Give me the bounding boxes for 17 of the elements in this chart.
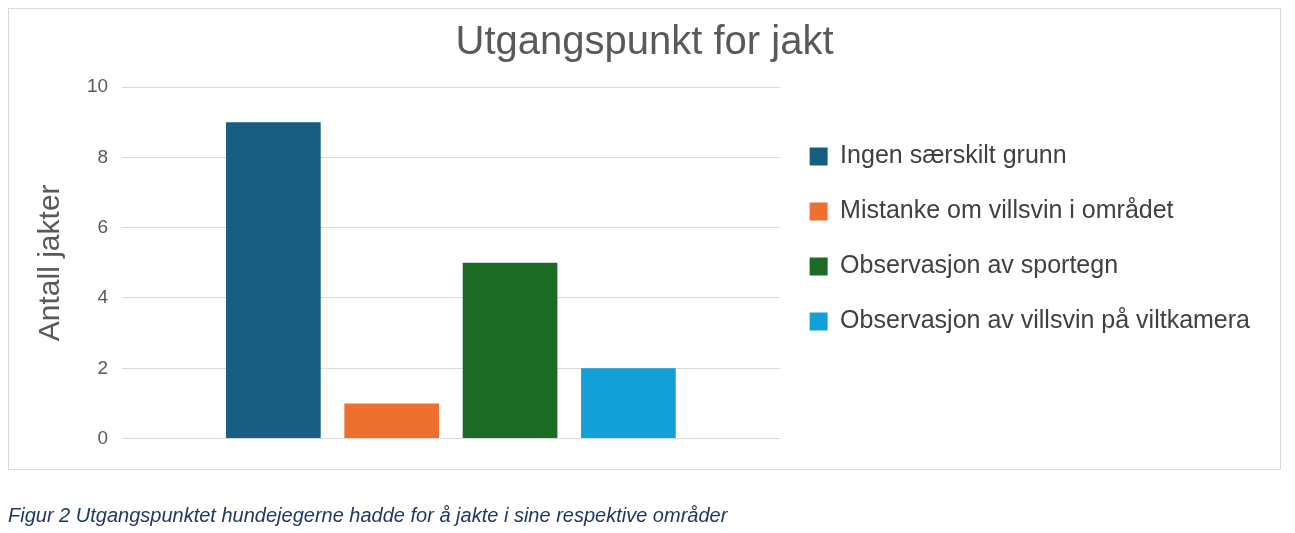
y-tick-label: 4 [97,286,109,308]
chart-title: Utgangspunkt for jakt [455,18,834,63]
legend-label: Ingen særskilt grunn [840,140,1067,169]
y-tick-label: 8 [97,145,109,167]
y-tick-label: 0 [97,426,109,448]
legend-label: Observasjon av sportegn [840,250,1119,279]
y-tick-label: 6 [97,215,109,237]
y-tick-label: 10 [86,75,109,97]
bar [226,122,321,439]
text: Figur 2 Utgangspunktet hundejegerne hadde for å jakte i sine respektive områder [8,504,729,527]
bar [462,262,558,439]
bar [344,403,440,439]
y-tick-label: 2 [97,356,109,378]
legend-label: Mistanke om villsvin i området [840,195,1174,224]
legend-label: Observasjon av villsvin på viltkamera [840,305,1251,334]
y-axis-title: Antall jakter [32,184,66,342]
bar [581,368,676,439]
